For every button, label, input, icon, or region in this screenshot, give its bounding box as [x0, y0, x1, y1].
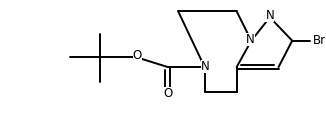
Text: N: N: [265, 9, 274, 22]
Text: O: O: [163, 87, 172, 100]
Text: Br: Br: [313, 34, 326, 47]
Text: O: O: [133, 49, 142, 62]
Text: N: N: [246, 33, 255, 46]
Text: N: N: [201, 60, 210, 74]
